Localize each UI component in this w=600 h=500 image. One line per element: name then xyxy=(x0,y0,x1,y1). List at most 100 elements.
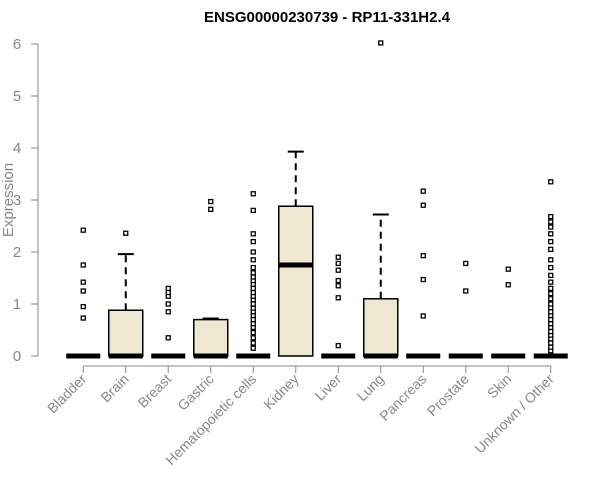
outlier-point xyxy=(123,230,129,236)
outlier-point xyxy=(420,188,426,194)
outlier-point xyxy=(335,254,341,260)
outlier-point xyxy=(165,335,171,341)
outlier-point xyxy=(335,342,341,349)
x-tick-label: Prostate xyxy=(424,371,472,419)
x-tick-label: Kidney xyxy=(260,371,302,413)
box-hematopoietic-cells xyxy=(236,191,271,359)
outlier-point xyxy=(420,252,426,259)
box-prostate xyxy=(448,260,483,359)
outlier-point xyxy=(250,231,256,237)
outlier-point xyxy=(463,288,469,294)
outlier-point xyxy=(548,279,554,285)
outlier-point xyxy=(250,340,256,346)
outlier-point xyxy=(548,219,554,225)
outlier-point xyxy=(548,344,554,350)
y-tick-label: 4 xyxy=(13,140,21,157)
y-tick-label: 1 xyxy=(13,296,21,313)
outlier-point xyxy=(420,276,426,283)
outlier-point xyxy=(548,316,554,323)
outlier-point xyxy=(548,340,554,346)
outlier-point xyxy=(80,303,86,310)
outlier-point xyxy=(548,246,554,253)
outlier-point xyxy=(548,321,554,327)
outlier-point xyxy=(80,315,86,321)
x-tick-label: Liver xyxy=(312,371,345,404)
box-brain xyxy=(108,230,144,359)
outlier-point xyxy=(250,238,256,245)
outlier-point xyxy=(548,285,554,292)
x-tick-label: Unknown / Other xyxy=(471,371,557,457)
outlier-point xyxy=(420,313,426,319)
outlier-point xyxy=(548,296,554,302)
box-iqr xyxy=(363,298,399,357)
outlier-point xyxy=(250,289,256,296)
outlier-point xyxy=(548,309,554,315)
outlier-point xyxy=(335,277,341,284)
outlier-point xyxy=(208,206,214,213)
y-tick-label: 0 xyxy=(13,348,21,365)
box-iqr xyxy=(278,205,314,357)
y-tick-label: 6 xyxy=(13,36,21,53)
y-tick-label: 2 xyxy=(13,244,21,261)
x-tick-label: Brain xyxy=(97,371,131,405)
outlier-point xyxy=(250,249,256,255)
outlier-point xyxy=(165,289,171,296)
outlier-point xyxy=(250,270,256,276)
box-skin xyxy=(491,266,526,359)
outlier-point xyxy=(250,305,256,311)
box-pancreas xyxy=(406,188,441,359)
outlier-point xyxy=(548,290,554,297)
outlier-point xyxy=(250,274,256,280)
outlier-point xyxy=(463,260,469,267)
outlier-point xyxy=(335,295,341,301)
box-unknown-other xyxy=(533,179,568,359)
box-kidney xyxy=(278,150,314,357)
outlier-point xyxy=(548,257,554,263)
outlier-point xyxy=(250,316,256,323)
outlier-point xyxy=(165,285,171,292)
outlier-point xyxy=(548,264,554,271)
box-liver xyxy=(321,254,356,359)
outlier-point xyxy=(548,238,554,245)
x-tick-label: Bladder xyxy=(44,371,90,417)
outlier-point xyxy=(80,279,86,285)
outlier-point xyxy=(250,329,256,336)
boxes-group xyxy=(66,40,568,359)
y-axis: 0 1 2 3 4 5 6 xyxy=(13,36,39,365)
box-iqr xyxy=(108,309,144,357)
outlier-point xyxy=(208,198,214,205)
x-tick-label: Breast xyxy=(134,371,174,411)
outlier-point xyxy=(250,301,256,307)
outlier-point xyxy=(548,328,554,335)
outlier-point xyxy=(548,213,554,220)
box-iqr xyxy=(193,318,229,357)
outlier-point xyxy=(548,301,554,307)
outlier-point xyxy=(548,224,554,230)
outlier-point xyxy=(80,288,86,294)
y-tick-label: 5 xyxy=(13,88,21,105)
outlier-point xyxy=(335,260,341,267)
box-lung xyxy=(363,40,399,359)
box-gastric xyxy=(193,198,229,359)
outlier-point xyxy=(548,179,554,185)
outlier-point xyxy=(165,309,171,315)
box-breast xyxy=(151,285,186,359)
outlier-point xyxy=(335,267,341,273)
outlier-point xyxy=(548,231,554,237)
outlier-point xyxy=(250,345,256,351)
box-bladder xyxy=(66,227,101,359)
x-tick-label: Skin xyxy=(484,371,515,402)
outlier-point xyxy=(250,207,256,214)
x-tick-label: Lung xyxy=(354,371,387,404)
outlier-point xyxy=(548,272,554,279)
outlier-point xyxy=(505,282,511,288)
outlier-point xyxy=(250,321,256,327)
outlier-point xyxy=(80,262,86,268)
outlier-point xyxy=(505,266,511,272)
outlier-point xyxy=(80,227,86,233)
chart-title: ENSG00000230739 - RP11-331H2.4 xyxy=(204,9,451,26)
outlier-point xyxy=(378,40,384,46)
outlier-point xyxy=(250,335,256,341)
outlier-point xyxy=(250,257,256,263)
